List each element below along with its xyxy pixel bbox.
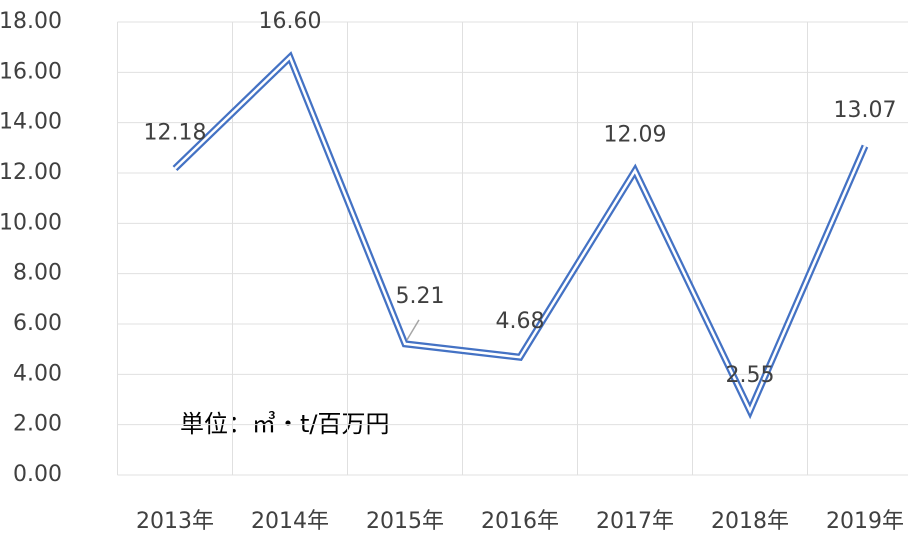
y-tick-label: 16.00 <box>0 59 62 84</box>
data-label: 2.55 <box>726 363 775 388</box>
y-tick-label: 10.00 <box>0 210 62 235</box>
y-tick-label: 18.00 <box>0 9 62 34</box>
y-tick-label: 2.00 <box>13 412 62 437</box>
data-label: 5.21 <box>396 284 445 309</box>
x-tick-label: 2019年 <box>826 509 904 534</box>
x-tick-label: 2017年 <box>596 509 674 534</box>
y-tick-label: 6.00 <box>13 311 62 336</box>
x-tick-label: 2016年 <box>481 509 559 534</box>
x-tick-label: 2014年 <box>251 509 329 534</box>
x-tick-label: 2013年 <box>136 509 214 534</box>
y-tick-label: 0.00 <box>13 462 62 487</box>
y-tick-label: 14.00 <box>0 110 62 135</box>
data-label: 16.60 <box>259 9 322 34</box>
data-label: 4.68 <box>496 309 545 334</box>
y-tick-label: 4.00 <box>13 361 62 386</box>
series-line-inner <box>174 55 867 414</box>
leader-line <box>406 319 420 341</box>
x-tick-label: 2018年 <box>711 509 789 534</box>
data-label: 12.18 <box>144 120 207 145</box>
y-tick-label: 8.00 <box>13 261 62 286</box>
x-tick-label: 2015年 <box>366 509 444 534</box>
unit-annotation: 単位：㎥・t/百万円 <box>180 410 390 438</box>
data-label: 12.09 <box>604 123 667 148</box>
y-tick-label: 12.00 <box>0 160 62 185</box>
data-label: 13.07 <box>834 98 897 123</box>
